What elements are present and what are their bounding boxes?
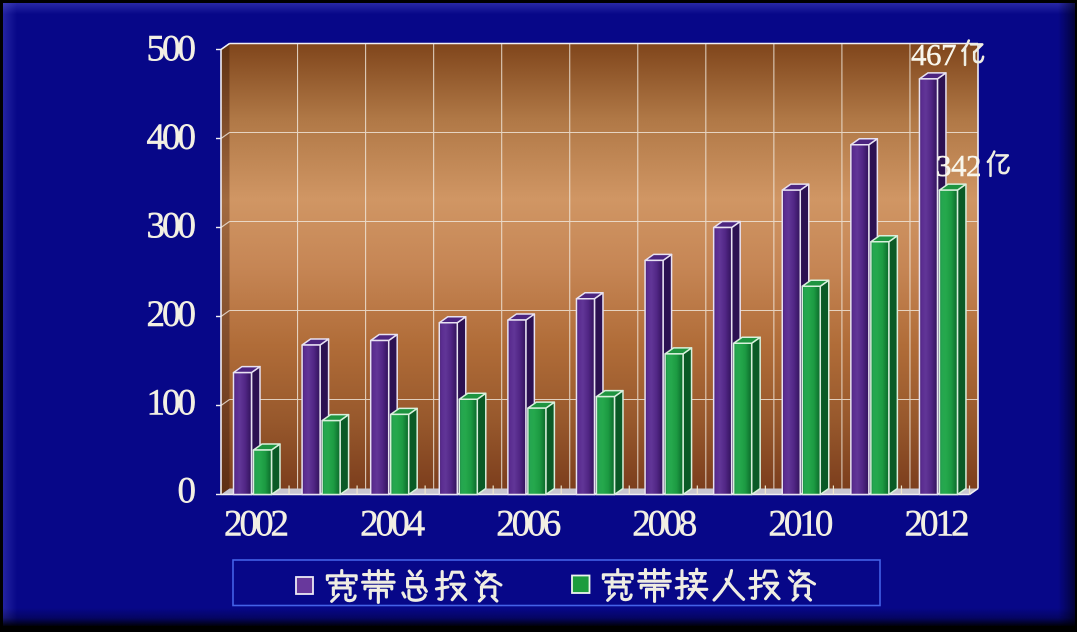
svg-text:2008: 2008	[632, 504, 697, 545]
svg-text:2006: 2006	[496, 504, 561, 545]
svg-text:0: 0	[178, 471, 196, 512]
svg-text:400: 400	[147, 117, 196, 158]
svg-text:100: 100	[147, 382, 196, 423]
svg-text:467: 467	[911, 37, 956, 72]
svg-text:200: 200	[147, 294, 196, 335]
svg-text:342: 342	[936, 148, 981, 183]
svg-text:2004: 2004	[360, 504, 425, 545]
svg-text:2012: 2012	[904, 504, 968, 545]
svg-text:2002: 2002	[224, 504, 288, 545]
svg-text:500: 500	[147, 29, 196, 70]
svg-text:300: 300	[147, 205, 196, 246]
svg-text:2010: 2010	[768, 504, 833, 545]
